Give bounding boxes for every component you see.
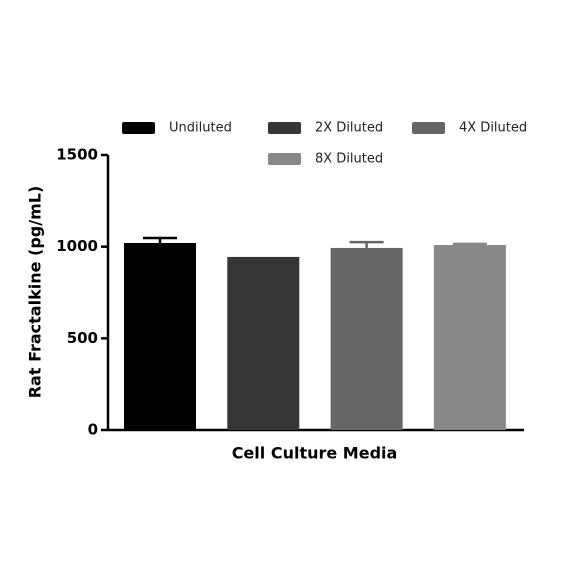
legend-label: 2X Diluted [315,121,383,136]
y-tick-label: 500 [67,329,98,347]
y-tick-label: 1500 [56,146,98,164]
legend-swatch [268,153,301,165]
error-bar [143,236,177,243]
legend-swatch [412,122,445,134]
legend-label: Undiluted [169,121,232,136]
error-bar [349,240,384,248]
legend-swatch [268,122,301,134]
legend-label: 4X Diluted [459,121,527,136]
error-bar [452,242,487,246]
x-tick-label: Cell Culture Media [232,444,398,463]
y-tick-label: 0 [88,421,98,439]
bar [433,245,506,430]
bar [227,256,300,430]
legend-label: 8X Diluted [315,152,383,167]
bar [124,243,196,430]
legend-swatch [122,122,155,134]
bar [330,247,403,430]
y-axis-label: Rat Fractalkine (pg/mL) [26,186,45,399]
y-tick-label: 1000 [56,237,98,255]
